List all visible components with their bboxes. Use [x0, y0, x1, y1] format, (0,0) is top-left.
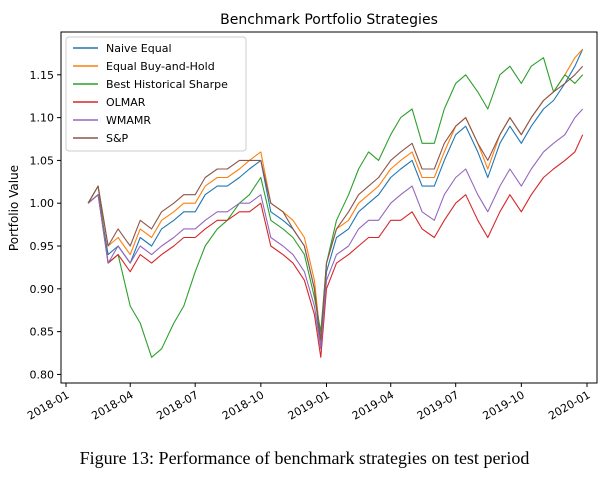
- x-tick-label: 2020-01: [546, 388, 592, 422]
- x-tick-label: 2019-04: [350, 388, 396, 422]
- y-axis: 0.80 0.85 0.90 0.95 1.00 1.05 1.10 1.15: [30, 69, 61, 381]
- legend-box: [65, 36, 247, 152]
- x-tick-label: 2019-07: [415, 388, 461, 422]
- x-axis: 2018-01 2018-04 2018-07 2018-10 2019-01 2019-…: [25, 383, 593, 423]
- series-line-0: [87, 48, 584, 350]
- x-tick-label: 2019-10: [481, 388, 527, 422]
- series-line-3: [87, 134, 584, 358]
- x-tick-label: 2019-01: [286, 388, 332, 422]
- plot-frame: [60, 31, 598, 384]
- y-tick-label: 1.15: [30, 69, 55, 82]
- y-tick-label: 1.10: [30, 112, 55, 125]
- chart-title: Benchmark Portfolio Strategies: [220, 12, 438, 28]
- y-tick-label: 0.80: [30, 368, 55, 381]
- legend-label: S&P: [106, 132, 129, 145]
- series-line-2: [87, 57, 584, 358]
- y-tick-label: 1.05: [30, 154, 55, 167]
- legend-label: OLMAR: [106, 96, 146, 109]
- legend: Naive Equal Equal Buy-and-Hold Best Histor…: [65, 36, 247, 152]
- series-line-4: [87, 108, 584, 350]
- x-tick-label: 2018-07: [154, 388, 200, 422]
- legend-label: Best Historical Sharpe: [106, 78, 228, 91]
- x-tick-label: 2018-01: [25, 388, 71, 422]
- y-tick-label: 0.95: [30, 240, 55, 253]
- series-lines: [87, 48, 584, 358]
- legend-label: Naive Equal: [106, 42, 172, 55]
- figure-caption: Figure 13: Performance of benchmark stra…: [79, 448, 530, 468]
- chart: Benchmark Portfolio Strategies 2018-01 20…: [7, 12, 598, 423]
- y-tick-label: 1.00: [30, 197, 55, 210]
- x-tick-label: 2018-10: [220, 388, 266, 422]
- y-axis-label: Portfolio Value: [7, 165, 21, 251]
- y-tick-label: 0.90: [30, 283, 55, 296]
- series-line-5: [87, 65, 584, 341]
- y-tick-label: 0.85: [30, 326, 55, 339]
- x-tick-label: 2018-04: [89, 388, 135, 422]
- legend-label: WMAMR: [106, 114, 151, 127]
- legend-label: Equal Buy-and-Hold: [106, 60, 215, 73]
